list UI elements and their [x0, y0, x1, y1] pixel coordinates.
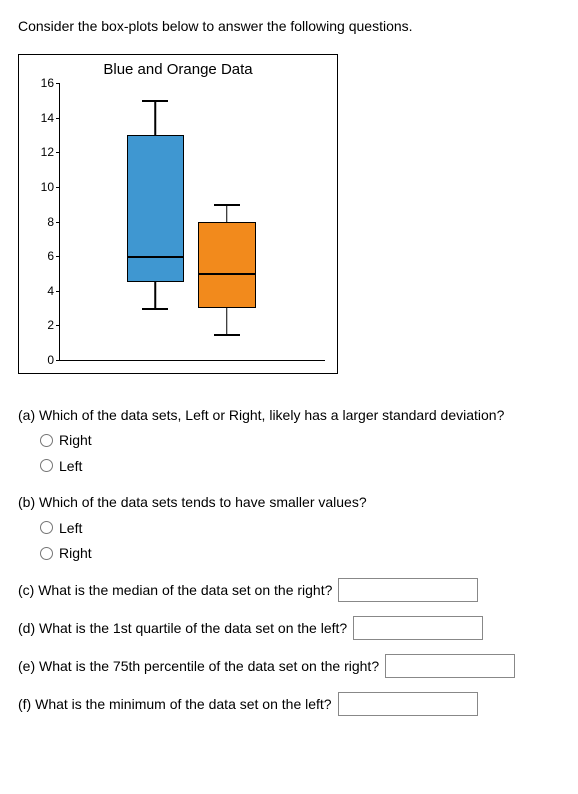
question-b-option-1-radio[interactable] [40, 547, 53, 560]
question-b-option-0-label: Left [59, 517, 82, 539]
question-e-text: (e) What is the 75th percentile of the d… [18, 655, 379, 677]
question-b-text: (b) Which of the data sets tends to have… [18, 491, 560, 513]
question-a-option-1-label: Left [59, 455, 82, 477]
intro-text: Consider the box-plots below to answer t… [18, 18, 560, 34]
question-a-text: (a) Which of the data sets, Left or Righ… [18, 404, 560, 426]
question-a-option-0-radio[interactable] [40, 434, 53, 447]
ytick-label: 2 [30, 318, 54, 332]
question-b-option-1-label: Right [59, 542, 92, 564]
ytick-label: 8 [30, 215, 54, 229]
question-e-input[interactable] [385, 654, 515, 678]
ytick-label: 6 [30, 249, 54, 263]
question-c: (c) What is the median of the data set o… [18, 578, 560, 602]
question-c-text: (c) What is the median of the data set o… [18, 579, 332, 601]
question-f: (f) What is the minimum of the data set … [18, 692, 560, 716]
question-e: (e) What is the 75th percentile of the d… [18, 654, 560, 678]
ytick-label: 14 [30, 111, 54, 125]
ytick-label: 4 [30, 284, 54, 298]
question-a-option-1-radio[interactable] [40, 459, 53, 472]
ytick-label: 0 [30, 353, 54, 367]
question-d-text: (d) What is the 1st quartile of the data… [18, 617, 347, 639]
question-d: (d) What is the 1st quartile of the data… [18, 616, 560, 640]
boxplot-chart: Blue and Orange Data 0246810121416 [18, 54, 338, 374]
chart-title: Blue and Orange Data [19, 61, 337, 78]
question-f-text: (f) What is the minimum of the data set … [18, 693, 332, 715]
plot-area: 0246810121416 [59, 83, 325, 361]
question-f-input[interactable] [338, 692, 478, 716]
question-a-option-0-label: Right [59, 429, 92, 451]
question-b-option-0-radio[interactable] [40, 521, 53, 534]
question-b: (b) Which of the data sets tends to have… [18, 491, 560, 564]
ytick-label: 16 [30, 76, 54, 90]
ytick-label: 12 [30, 145, 54, 159]
question-a: (a) Which of the data sets, Left or Righ… [18, 404, 560, 477]
question-d-input[interactable] [353, 616, 483, 640]
question-c-input[interactable] [338, 578, 478, 602]
ytick-label: 10 [30, 180, 54, 194]
